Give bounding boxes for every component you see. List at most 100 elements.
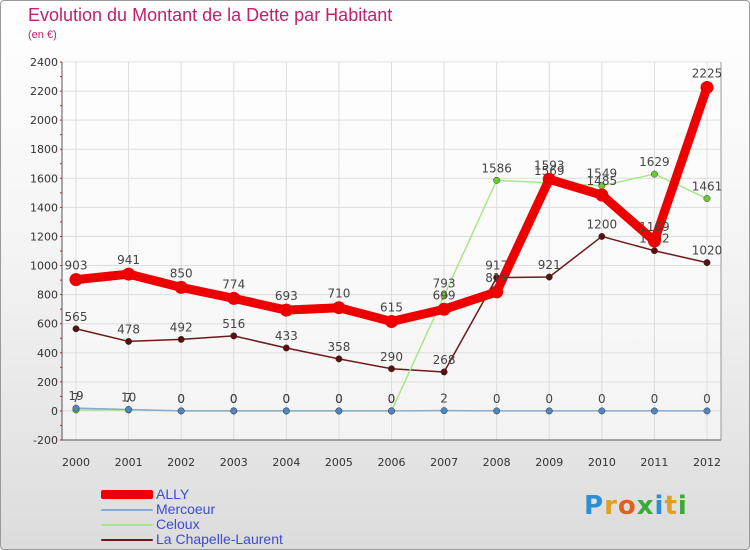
data-point-mercoeur xyxy=(440,407,448,415)
data-point-la-chapelle-laurent xyxy=(650,247,658,255)
x-tick-label: 2010 xyxy=(588,456,616,469)
data-point-celoux xyxy=(703,195,711,202)
data-point-la-chapelle-laurent xyxy=(388,365,395,373)
data-label-la-chapelle-laurent: 516 xyxy=(222,317,245,331)
data-label-la-chapelle-laurent: 1200 xyxy=(587,217,618,231)
legend-swatch-mercoeur xyxy=(101,509,153,511)
logo-letter: o xyxy=(617,491,637,521)
data-label-mercoeur: 0 xyxy=(545,392,553,406)
logo-letter: P xyxy=(584,491,605,521)
x-tick-label: 2000 xyxy=(62,456,90,469)
data-point-la-chapelle-laurent xyxy=(598,233,606,240)
data-label-la-chapelle-laurent: 565 xyxy=(65,310,88,324)
x-tick-label: 2006 xyxy=(378,456,406,469)
data-label-mercoeur: 0 xyxy=(598,392,606,406)
data-point-celoux xyxy=(440,292,448,300)
data-label-ally: 699 xyxy=(433,288,456,302)
x-tick-label: 2012 xyxy=(693,456,721,469)
data-label-la-chapelle-laurent: 268 xyxy=(433,353,456,367)
y-tick-label: 1000 xyxy=(30,260,58,273)
data-label-mercoeur: 0 xyxy=(335,392,343,406)
data-label-ally: 774 xyxy=(222,277,245,291)
data-label-ally: 2225 xyxy=(692,66,723,80)
y-tick-label: 600 xyxy=(37,318,58,331)
data-point-la-chapelle-laurent xyxy=(440,368,448,376)
data-label-ally: 850 xyxy=(170,266,193,280)
data-label-mercoeur: 0 xyxy=(283,392,291,406)
logo-letter: x xyxy=(636,491,655,521)
data-point-celoux xyxy=(493,176,501,184)
y-tick-label: 1600 xyxy=(30,172,58,185)
data-label-mercoeur: 0 xyxy=(230,392,238,406)
data-label-celoux: 1549 xyxy=(587,167,618,181)
x-tick-label: 2007 xyxy=(430,456,458,469)
x-tick-label: 2011 xyxy=(640,456,668,469)
data-label-la-chapelle-laurent: 290 xyxy=(380,350,403,364)
data-label-ally: 1593 xyxy=(534,158,565,172)
data-point-mercoeur xyxy=(493,407,501,415)
proxiti-logo: Proxiti xyxy=(584,491,688,521)
data-point-mercoeur xyxy=(72,404,80,412)
data-point-la-chapelle-laurent xyxy=(703,259,711,267)
data-label-ally: 615 xyxy=(380,301,403,315)
y-tick-label: -200 xyxy=(33,434,58,447)
data-label-ally: 941 xyxy=(117,253,140,267)
data-point-ally xyxy=(647,234,661,248)
legend-swatch-celoux xyxy=(101,524,153,526)
data-point-ally xyxy=(385,315,398,329)
data-label-celoux: 0 xyxy=(335,392,343,406)
y-tick-label: 0 xyxy=(51,405,58,418)
data-label-celoux: 793 xyxy=(433,277,456,291)
data-point-mercoeur xyxy=(598,407,606,415)
legend-label-celoux: Celoux xyxy=(156,516,200,532)
data-label-mercoeur: 0 xyxy=(651,392,659,406)
data-label-mercoeur: 2 xyxy=(440,392,448,406)
x-tick-label: 2002 xyxy=(167,456,195,469)
data-point-ally xyxy=(490,285,504,299)
data-point-ally xyxy=(700,80,714,94)
data-label-mercoeur: 0 xyxy=(388,392,396,406)
data-point-ally xyxy=(437,302,451,316)
data-label-la-chapelle-laurent: 433 xyxy=(275,329,298,343)
data-label-celoux: 1461 xyxy=(692,180,723,194)
data-label-ally: 903 xyxy=(65,259,88,273)
data-point-ally xyxy=(279,303,293,317)
logo-letter: r xyxy=(604,491,618,521)
data-point-mercoeur xyxy=(177,407,185,415)
data-point-ally xyxy=(174,280,188,294)
logo-letter: i xyxy=(677,491,688,521)
data-label-celoux: 1629 xyxy=(639,155,670,169)
legend-swatch-la-chapelle-laurent xyxy=(101,539,153,541)
x-tick-label: 2003 xyxy=(220,456,248,469)
data-label-la-chapelle-laurent: 358 xyxy=(327,340,350,354)
legend-label-ally: ALLY xyxy=(156,486,190,502)
data-point-ally xyxy=(69,273,83,287)
data-label-mercoeur: 0 xyxy=(493,392,501,406)
y-tick-label: 1200 xyxy=(30,230,58,243)
data-label-mercoeur: 0 xyxy=(703,392,711,406)
x-tick-label: 2001 xyxy=(115,456,143,469)
y-tick-label: 800 xyxy=(37,289,58,302)
x-tick-label: 2005 xyxy=(325,456,353,469)
data-label-la-chapelle-laurent: 492 xyxy=(170,320,193,334)
data-label-la-chapelle-laurent: 478 xyxy=(117,322,140,336)
legend-swatch-ally xyxy=(101,490,153,499)
x-tick-label: 2009 xyxy=(535,456,563,469)
data-point-mercoeur xyxy=(230,407,238,415)
data-label-celoux: 1569 xyxy=(534,164,565,178)
data-point-ally xyxy=(595,188,609,202)
data-label-celoux: 0 xyxy=(177,392,185,406)
data-label-celoux: 7 xyxy=(72,391,80,405)
data-label-mercoeur: 10 xyxy=(121,390,136,404)
data-label-celoux: 0 xyxy=(230,392,238,406)
chart-subtitle: (en €) xyxy=(28,29,57,41)
y-tick-label: 200 xyxy=(37,376,58,389)
chart-title: Evolution du Montant de la Dette par Hab… xyxy=(28,5,393,25)
data-point-la-chapelle-laurent xyxy=(282,344,290,352)
y-tick-label: 1400 xyxy=(30,201,58,214)
data-point-mercoeur xyxy=(282,407,290,415)
data-label-ally: 1169 xyxy=(639,220,670,234)
data-point-ally xyxy=(542,172,556,186)
